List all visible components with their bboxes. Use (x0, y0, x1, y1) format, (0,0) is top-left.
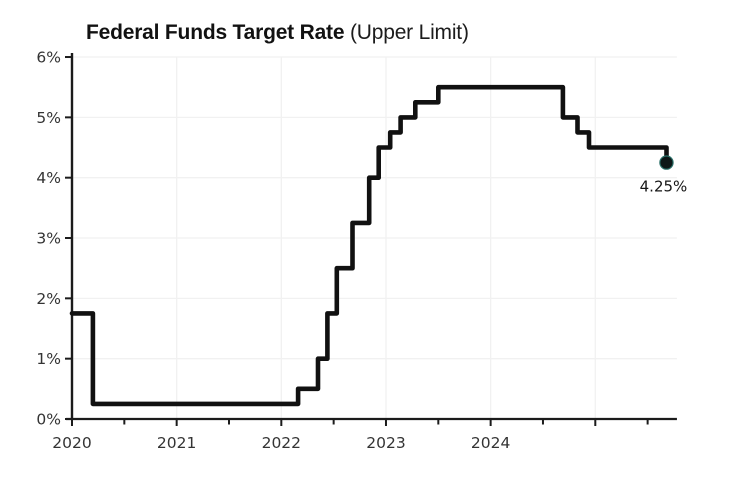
y-tick-label: 6% (36, 49, 61, 67)
end-value-label: 4.25% (640, 178, 688, 196)
end-dot (659, 155, 674, 170)
x-tick-label: 2021 (157, 434, 196, 452)
x-tick-label: 2024 (471, 434, 510, 452)
chart-title-suffix: (Upper Limit) (344, 21, 469, 44)
x-tick-label: 2023 (366, 434, 405, 452)
x-tick-label: 2020 (52, 434, 91, 452)
y-tick-label: 4% (36, 169, 61, 187)
y-tick-label: 5% (36, 109, 61, 127)
rate-step-line (69, 84, 669, 407)
y-tick-label: 0% (36, 411, 61, 429)
chart-title-main: Federal Funds Target Rate (86, 21, 345, 44)
y-tick-label: 3% (36, 230, 61, 248)
y-tick-label: 2% (36, 290, 61, 308)
chart-title: Federal Funds Target Rate (Upper Limit) (86, 21, 469, 45)
x-tick-label: 2022 (262, 434, 301, 452)
y-tick-label: 1% (36, 350, 61, 368)
